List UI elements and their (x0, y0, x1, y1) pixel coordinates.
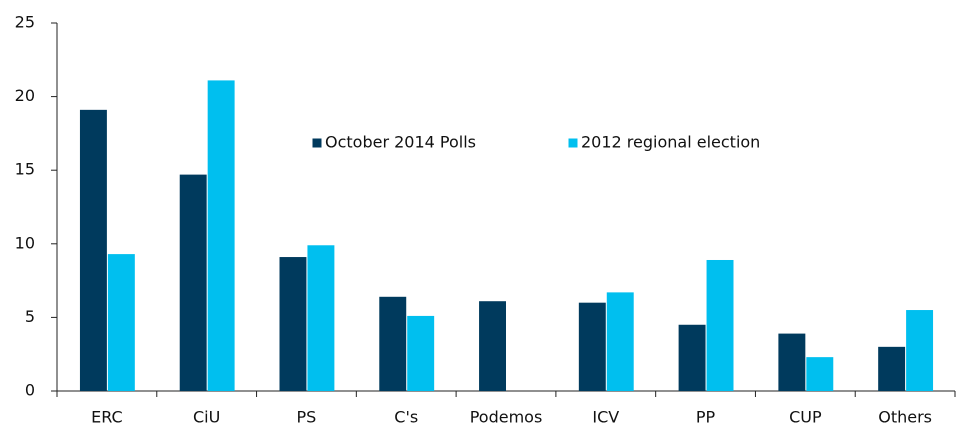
bar (906, 310, 934, 391)
y-tick-label: 5 (25, 307, 35, 326)
legend-label: October 2014 Polls (325, 133, 476, 152)
bar (778, 333, 806, 391)
bar (307, 245, 335, 391)
bar (706, 259, 734, 391)
x-tick-label: Others (878, 408, 932, 427)
bar (806, 357, 834, 391)
x-tick-label: CiU (193, 408, 220, 427)
bar (207, 80, 235, 392)
legend-swatch (311, 137, 323, 149)
legend-label: 2012 regional election (581, 133, 760, 152)
y-tick-label: 10 (15, 233, 35, 252)
x-tick-label: PP (696, 408, 716, 427)
y-tick-label: 15 (15, 160, 35, 179)
y-tick-label: 25 (15, 13, 35, 32)
x-tick-label: CUP (789, 408, 822, 427)
bar (878, 346, 906, 391)
x-tick-label: C's (394, 408, 418, 427)
bar (578, 302, 606, 391)
bar (678, 324, 706, 391)
bar (107, 254, 135, 391)
bar (179, 174, 207, 391)
x-tick-label: ICV (592, 408, 619, 427)
bar (407, 315, 435, 391)
bar (379, 296, 407, 391)
y-tick-label: 20 (15, 86, 35, 105)
x-tick-label: Podemos (470, 408, 543, 427)
y-tick-label: 0 (25, 381, 35, 400)
x-tick-label: PS (297, 408, 317, 427)
bar (279, 257, 307, 391)
bar (606, 292, 634, 391)
bar (479, 301, 506, 391)
bar (79, 109, 107, 392)
legend-swatch (567, 137, 579, 149)
x-tick-label: ERC (91, 408, 123, 427)
